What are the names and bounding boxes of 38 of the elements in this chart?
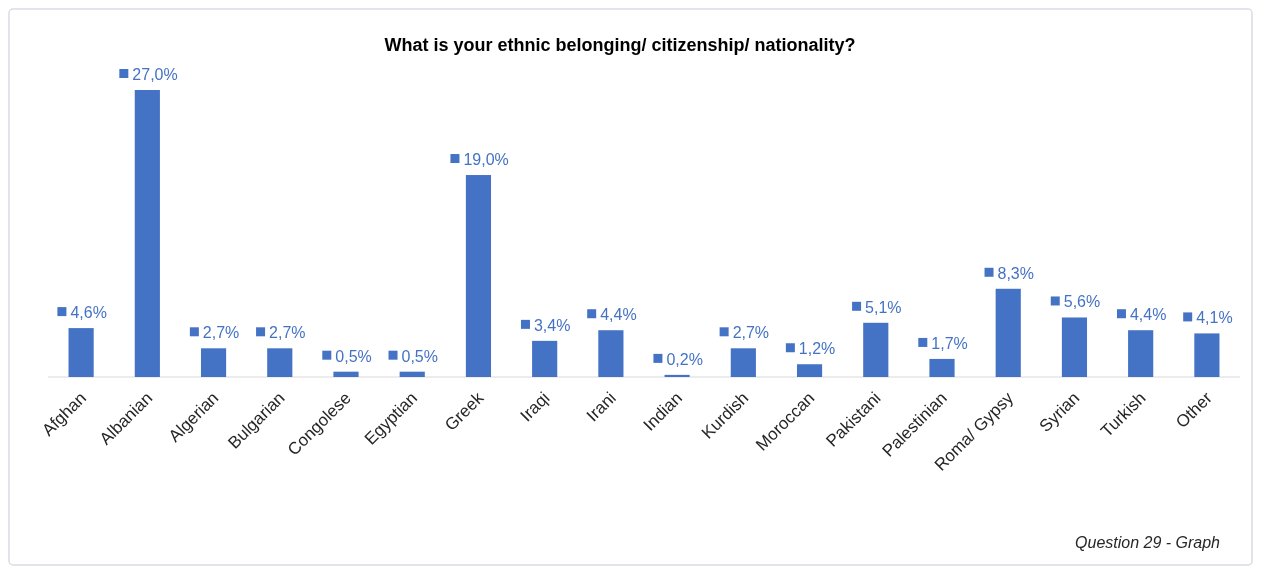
data-label: 3,4%: [533, 316, 571, 334]
data-label: 27,0%: [132, 66, 178, 83]
data-label: 19,0%: [463, 151, 509, 169]
data-label: 4,4%: [1129, 306, 1167, 324]
bar: [929, 358, 955, 377]
data-label: 2,7%: [202, 324, 240, 342]
data-label: 4,4%: [600, 306, 637, 324]
data-label: 5,1%: [865, 298, 902, 316]
data-label: 0,5%: [335, 347, 372, 365]
data-label: 1,7%: [931, 334, 968, 352]
bar: [333, 371, 359, 377]
data-label: 4,6%: [70, 304, 107, 322]
data-label: 2,7%: [269, 324, 306, 342]
bar: [134, 90, 160, 377]
data-label: 0,5%: [401, 347, 438, 365]
bar: [200, 348, 227, 377]
bar: [399, 371, 425, 377]
data-label: 0,2%: [666, 350, 703, 368]
bar: [532, 340, 558, 377]
data-label: 2,7%: [732, 324, 770, 342]
bar: [68, 328, 94, 377]
bar: [796, 364, 823, 377]
bar: [267, 348, 293, 377]
text: Question 29 - Graph: [1075, 534, 1221, 551]
bar: [863, 322, 889, 377]
data-label: 1,2%: [798, 340, 836, 358]
data-label: 8,3%: [997, 264, 1034, 282]
data-label: 5,6%: [1063, 293, 1101, 311]
bar: [664, 374, 690, 377]
bar: [730, 348, 756, 377]
bar: [598, 330, 624, 377]
bar: [1061, 317, 1088, 377]
bar: [995, 288, 1021, 377]
bar: [465, 175, 492, 377]
data-label: 4,1%: [1196, 309, 1233, 327]
bar: [1194, 333, 1220, 377]
bar: [1128, 330, 1154, 377]
chart-title: What is your ethnic belonging/ citizenship/ nationality?: [384, 35, 856, 55]
